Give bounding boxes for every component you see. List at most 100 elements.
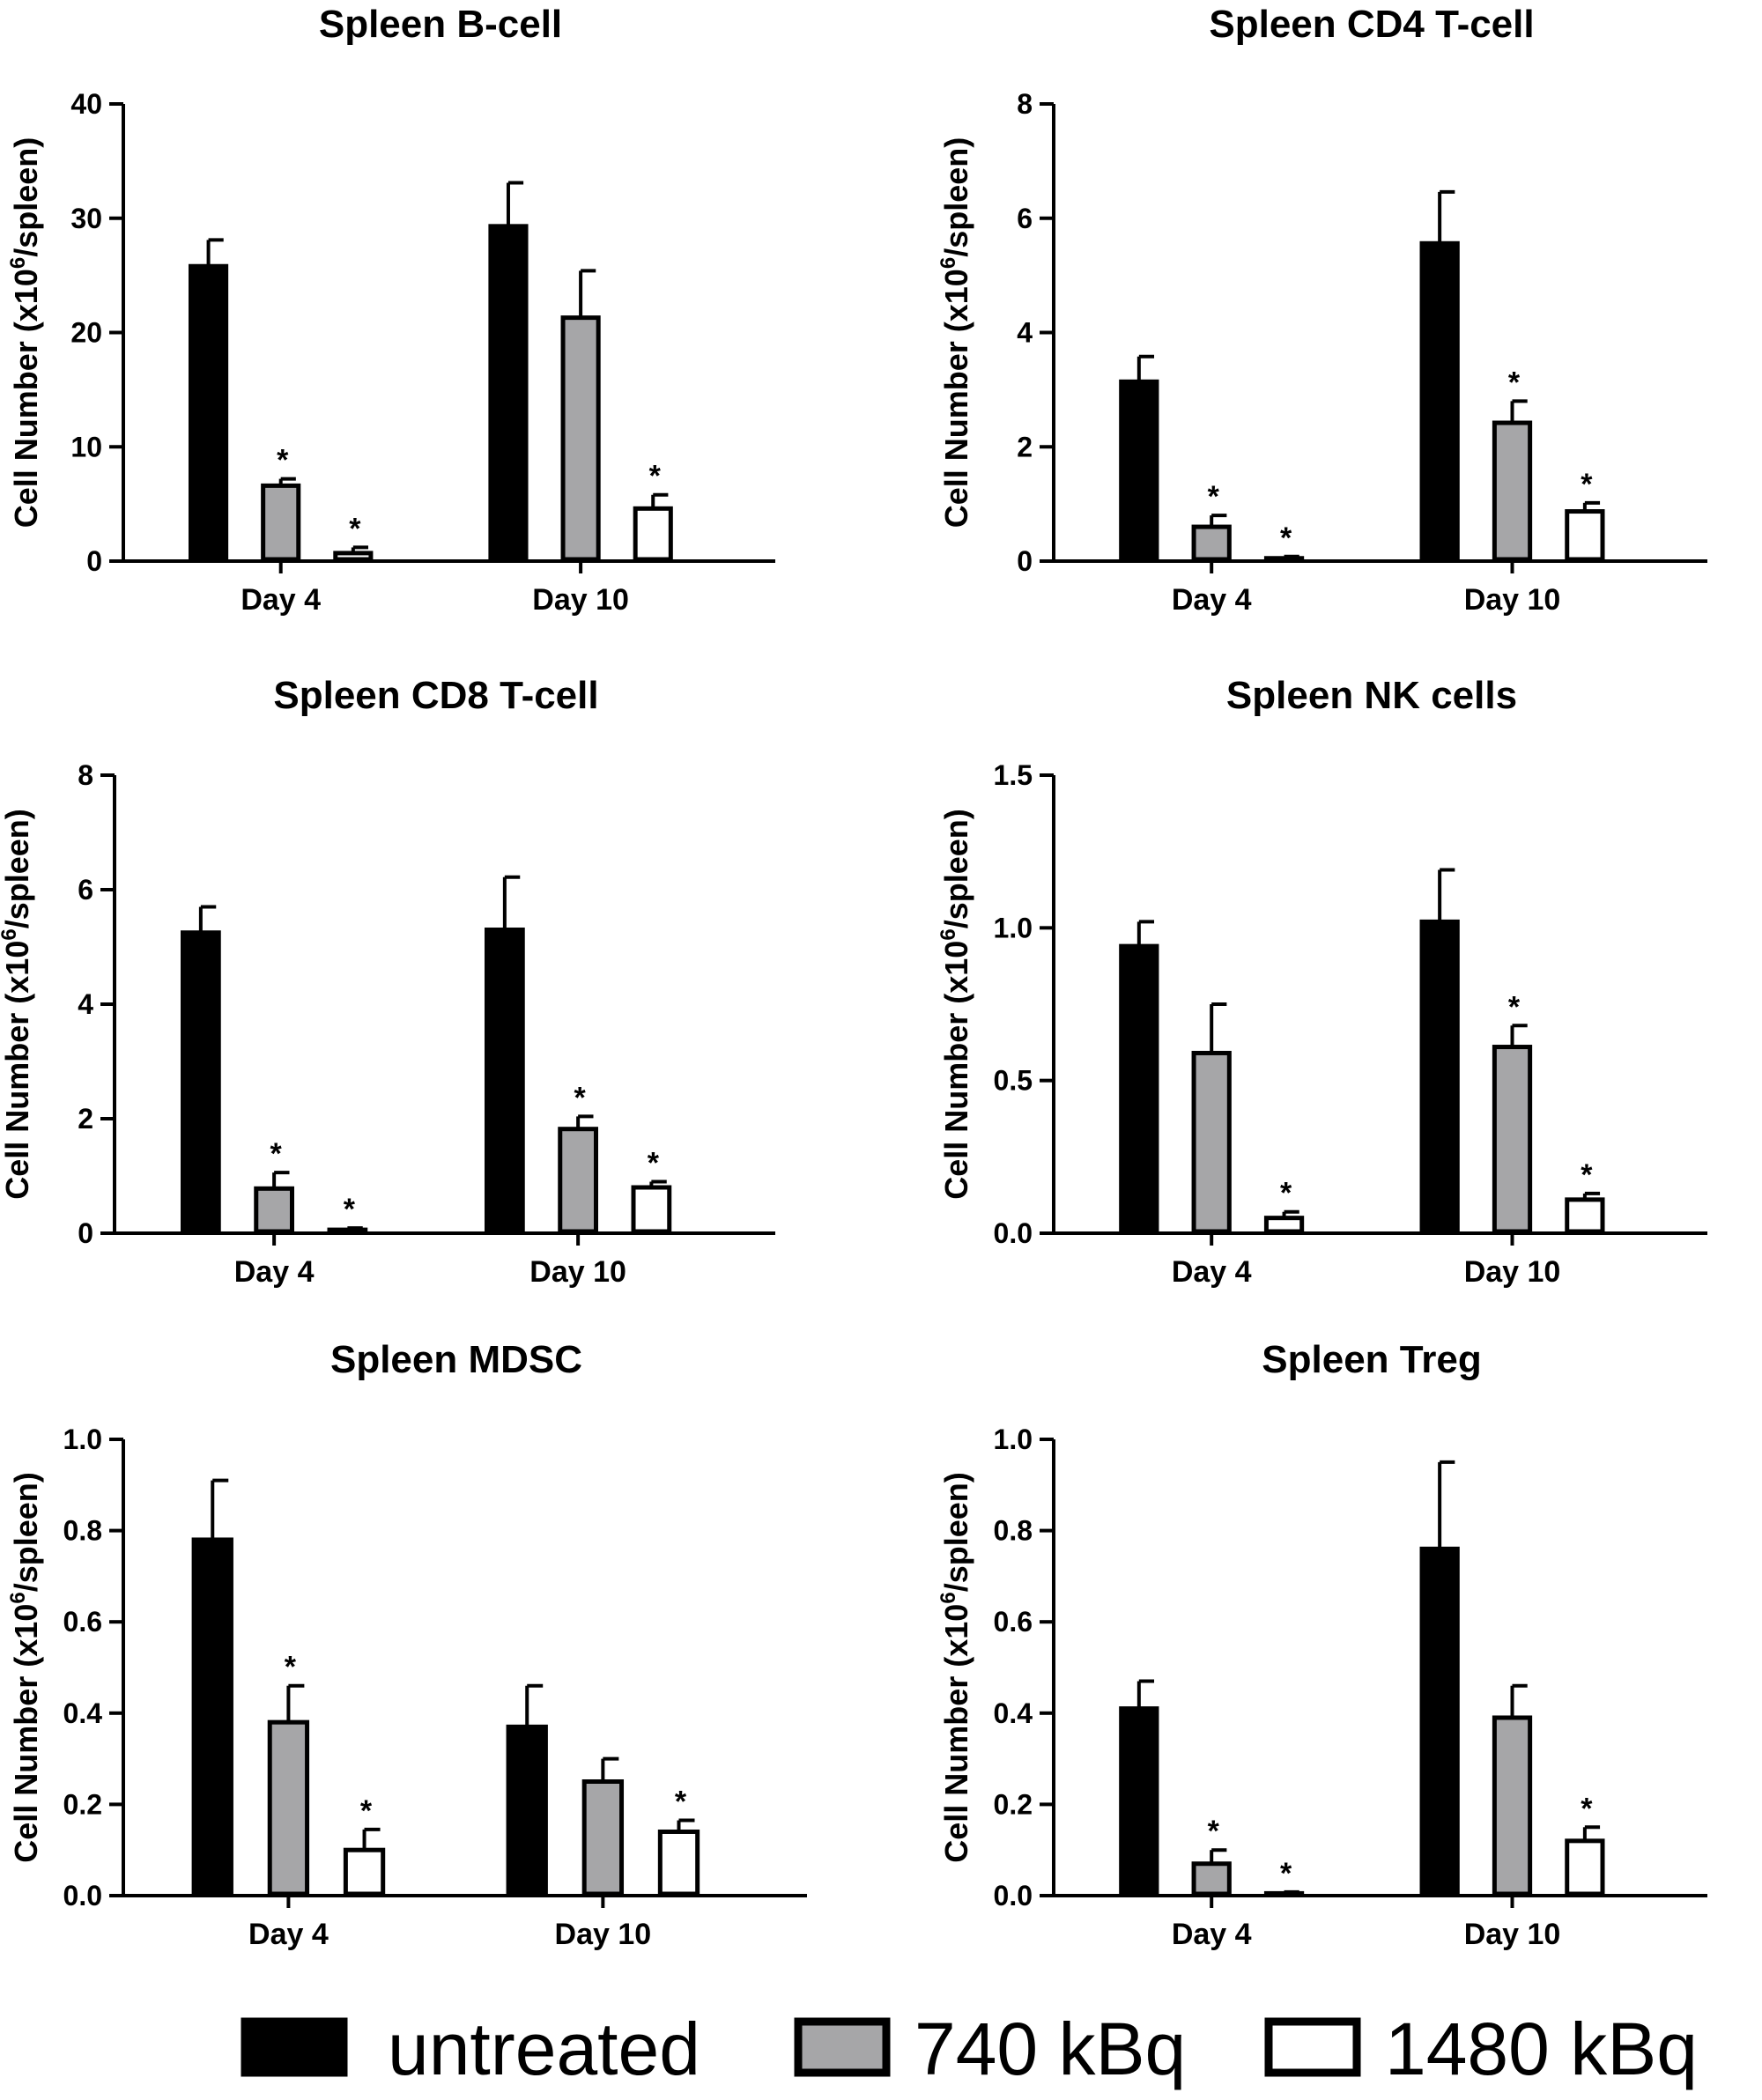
bar xyxy=(1191,1050,1232,1234)
y-tick-label: 0.5 xyxy=(994,1065,1033,1097)
y-tick-label: 20 xyxy=(70,317,102,349)
bar xyxy=(267,1719,310,1897)
bar xyxy=(1419,1546,1460,1897)
bar xyxy=(189,263,229,562)
bar xyxy=(1119,943,1159,1234)
panel-title: Spleen B-cell xyxy=(319,3,562,46)
y-tick-label: 8 xyxy=(1017,88,1033,120)
x-tick-label: Day 10 xyxy=(1464,1918,1561,1951)
y-tick-label: 0.8 xyxy=(63,1515,102,1547)
y-tick-label: 1.0 xyxy=(994,912,1033,943)
significance-star: * xyxy=(270,1137,283,1171)
y-axis-label-main: Cell Number (x10 xyxy=(938,269,974,528)
y-axis-label-superscript: 6 xyxy=(6,257,30,269)
legend-label: 1480 kBq xyxy=(1385,2008,1698,2090)
bar xyxy=(261,483,301,562)
panel-title: Spleen Treg xyxy=(1262,1338,1481,1381)
bar xyxy=(333,551,374,562)
legend-swatch xyxy=(1264,2017,1361,2077)
y-tick-label: 0.8 xyxy=(994,1515,1033,1547)
bar xyxy=(1191,1861,1232,1897)
bar xyxy=(327,1227,368,1234)
legend-item: untreated xyxy=(241,2008,700,2090)
bar xyxy=(1263,556,1305,562)
y-tick-label: 0.6 xyxy=(63,1606,102,1638)
y-axis-label-main: Cell Number (x10 xyxy=(938,1604,974,1863)
y-axis-label-superscript: 6 xyxy=(6,1592,30,1603)
significance-star: * xyxy=(675,1786,687,1819)
y-tick-label: 10 xyxy=(70,431,102,462)
panel-title: Spleen MDSC xyxy=(330,1338,582,1381)
y-axis-label-main: Cell Number (x10 xyxy=(8,1604,44,1863)
legend: untreated 740 kBq 1480 kBq xyxy=(241,2008,1698,2090)
bar xyxy=(558,1127,598,1234)
bar xyxy=(560,315,601,562)
bar xyxy=(1119,1706,1159,1897)
y-tick-label: 6 xyxy=(78,874,93,906)
panel-title: Spleen CD4 T-cell xyxy=(1209,3,1534,46)
chart-panel-3: Spleen CD8 T-cell Cell Number (x106/splee… xyxy=(0,674,775,1289)
bar xyxy=(581,1779,625,1897)
y-tick-label: 0.0 xyxy=(994,1880,1033,1911)
y-axis-label-tail: /spleen) xyxy=(8,1472,44,1592)
y-axis-label-tail: /spleen) xyxy=(8,137,44,257)
x-tick-label: Day 10 xyxy=(1464,583,1561,617)
x-tick-label: Day 10 xyxy=(555,1918,652,1951)
bar xyxy=(506,1724,548,1897)
y-tick-label: 0.0 xyxy=(63,1880,102,1911)
x-tick-label: Day 4 xyxy=(1172,583,1252,617)
y-tick-label: 0 xyxy=(1017,545,1033,577)
x-tick-label: Day 4 xyxy=(248,1918,329,1951)
y-axis-label-superscript: 6 xyxy=(0,928,21,940)
bar xyxy=(1492,1715,1533,1897)
chart-panel-5: Spleen MDSC Cell Number (x106/spleen) 0.0 0… xyxy=(6,1338,807,1951)
x-tick-label: Day 4 xyxy=(1172,1918,1252,1951)
panel-title: Spleen CD8 T-cell xyxy=(273,674,598,717)
significance-star: * xyxy=(360,1794,373,1828)
bar xyxy=(633,506,673,562)
significance-star: * xyxy=(1208,480,1220,514)
y-tick-label: 8 xyxy=(78,759,93,791)
y-tick-label: 6 xyxy=(1017,203,1033,234)
y-tick-label: 4 xyxy=(1017,317,1033,349)
y-tick-label: 2 xyxy=(78,1103,93,1135)
bar xyxy=(1419,919,1460,1234)
y-axis-label-main: Cell Number (x10 xyxy=(938,941,974,1200)
y-axis-label-tail: /spleen) xyxy=(938,809,974,928)
legend-label: untreated xyxy=(388,2008,700,2090)
significance-star: * xyxy=(344,1193,356,1226)
y-axis-label: Cell Number (x106/spleen) xyxy=(937,137,974,529)
y-axis-label-superscript: 6 xyxy=(937,257,960,269)
significance-star: * xyxy=(1208,1815,1220,1848)
y-tick-label: 0.4 xyxy=(63,1697,103,1729)
y-tick-label: 0 xyxy=(86,545,102,577)
legend-item: 1480 kBq xyxy=(1264,2008,1698,2090)
y-axis-label: Cell Number (x106/spleen) xyxy=(0,809,35,1200)
significance-star: * xyxy=(1280,1177,1292,1210)
chart-panel-2: Spleen CD4 T-cell Cell Number (x106/splee… xyxy=(937,3,1707,617)
bar xyxy=(1191,524,1232,562)
x-tick-label: Day 4 xyxy=(241,583,321,617)
bar xyxy=(254,1186,294,1234)
panel-title: Spleen NK cells xyxy=(1226,674,1517,717)
bar xyxy=(1565,1197,1605,1234)
y-axis-label-main: Cell Number (x10 xyxy=(0,941,35,1200)
significance-star: * xyxy=(285,1651,297,1684)
significance-star: * xyxy=(1581,1158,1593,1192)
bar xyxy=(1263,1216,1305,1234)
bar xyxy=(657,1829,700,1897)
bar xyxy=(485,928,525,1234)
bar xyxy=(1565,509,1605,562)
bar xyxy=(343,1847,386,1897)
bar xyxy=(631,1185,672,1234)
y-tick-label: 0.6 xyxy=(994,1606,1033,1638)
y-tick-label: 40 xyxy=(70,88,102,120)
y-tick-label: 1.0 xyxy=(994,1423,1033,1455)
x-tick-label: Day 10 xyxy=(1464,1255,1561,1289)
bar xyxy=(1565,1838,1605,1897)
significance-star: * xyxy=(648,1147,660,1180)
significance-star: * xyxy=(1581,468,1593,501)
x-tick-label: Day 10 xyxy=(529,1255,626,1289)
